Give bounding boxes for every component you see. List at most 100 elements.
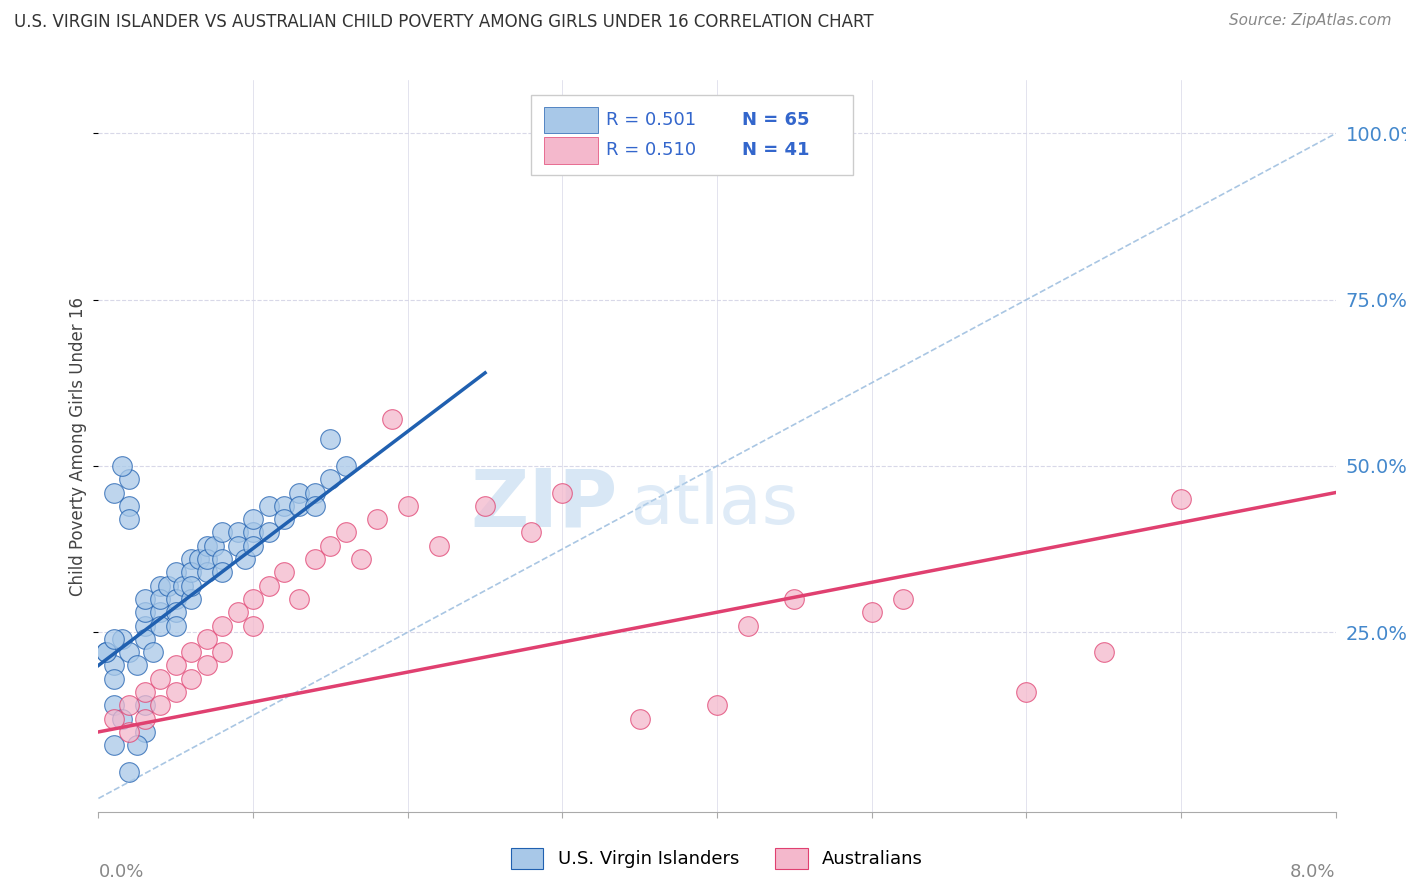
Point (242, 525, 264, 540)
Point (273, 566, 295, 580)
Point (165, 566, 187, 580)
Point (551, 485, 574, 500)
Point (103, 698, 125, 713)
Point (226, 539, 249, 553)
Point (381, 412, 404, 426)
Point (157, 579, 180, 593)
Point (396, 499, 419, 513)
Point (149, 591, 172, 606)
Point (204, 539, 226, 553)
Text: 8.0%: 8.0% (1291, 863, 1336, 881)
Point (165, 591, 187, 606)
Text: atlas: atlas (630, 471, 799, 538)
Point (675, 146, 697, 161)
Point (195, 632, 218, 646)
Point (288, 591, 311, 606)
Point (1015, 685, 1038, 699)
Point (211, 525, 233, 540)
Point (103, 485, 125, 500)
Point (257, 579, 280, 593)
FancyBboxPatch shape (531, 95, 853, 176)
Point (134, 725, 156, 739)
Point (103, 672, 125, 686)
Point (180, 672, 202, 686)
Point (1170, 492, 1192, 507)
Point (242, 512, 264, 526)
Point (195, 658, 218, 673)
Point (211, 645, 233, 659)
Text: R = 0.510: R = 0.510 (606, 142, 696, 160)
Point (474, 499, 496, 513)
Point (304, 499, 326, 513)
Point (427, 539, 450, 553)
Point (235, 552, 257, 566)
Point (891, 591, 914, 606)
Point (211, 552, 233, 566)
Point (737, 618, 759, 632)
Point (273, 499, 295, 513)
Text: R = 0.501: R = 0.501 (606, 111, 696, 128)
Text: Source: ZipAtlas.com: Source: ZipAtlas.com (1229, 13, 1392, 29)
Point (273, 512, 295, 526)
Text: ZIP: ZIP (471, 466, 619, 543)
Point (257, 525, 280, 540)
Point (96, 645, 118, 659)
Point (103, 658, 125, 673)
Point (335, 525, 357, 540)
Point (118, 725, 141, 739)
Point (195, 539, 218, 553)
Point (180, 591, 202, 606)
Point (288, 485, 311, 500)
Y-axis label: Child Poverty Among Girls Under 16: Child Poverty Among Girls Under 16 (69, 296, 87, 596)
Point (118, 698, 141, 713)
Point (860, 605, 883, 619)
Point (165, 658, 187, 673)
Legend: U.S. Virgin Islanders, Australians: U.S. Virgin Islanders, Australians (510, 847, 924, 869)
Point (195, 552, 218, 566)
Point (319, 539, 342, 553)
Point (149, 618, 172, 632)
Point (118, 764, 141, 779)
Point (1092, 645, 1115, 659)
Point (134, 618, 156, 632)
Point (111, 458, 134, 473)
Point (319, 472, 342, 486)
Text: N = 65: N = 65 (742, 111, 810, 128)
Point (103, 712, 125, 726)
Text: U.S. VIRGIN ISLANDER VS AUSTRALIAN CHILD POVERTY AMONG GIRLS UNDER 16 CORRELATIO: U.S. VIRGIN ISLANDER VS AUSTRALIAN CHILD… (14, 13, 873, 31)
Point (319, 433, 342, 447)
Point (134, 632, 156, 646)
Point (180, 579, 202, 593)
Point (134, 605, 156, 619)
Point (520, 525, 543, 540)
Point (149, 672, 172, 686)
Point (149, 605, 172, 619)
Point (242, 618, 264, 632)
Point (127, 658, 149, 673)
Point (165, 685, 187, 699)
Point (188, 552, 211, 566)
Text: N = 41: N = 41 (742, 142, 810, 160)
Point (304, 552, 326, 566)
Point (134, 591, 156, 606)
Point (226, 525, 249, 540)
Point (628, 712, 651, 726)
Point (226, 605, 249, 619)
Point (103, 738, 125, 752)
Point (111, 712, 134, 726)
Point (134, 698, 156, 713)
FancyBboxPatch shape (544, 107, 599, 133)
Point (335, 458, 357, 473)
Point (350, 552, 373, 566)
Point (195, 566, 218, 580)
Point (118, 499, 141, 513)
Point (149, 698, 172, 713)
Point (706, 698, 728, 713)
Point (118, 645, 141, 659)
Point (242, 591, 264, 606)
Point (211, 566, 233, 580)
Point (103, 632, 125, 646)
Point (118, 512, 141, 526)
FancyBboxPatch shape (544, 137, 599, 163)
Point (96, 645, 118, 659)
